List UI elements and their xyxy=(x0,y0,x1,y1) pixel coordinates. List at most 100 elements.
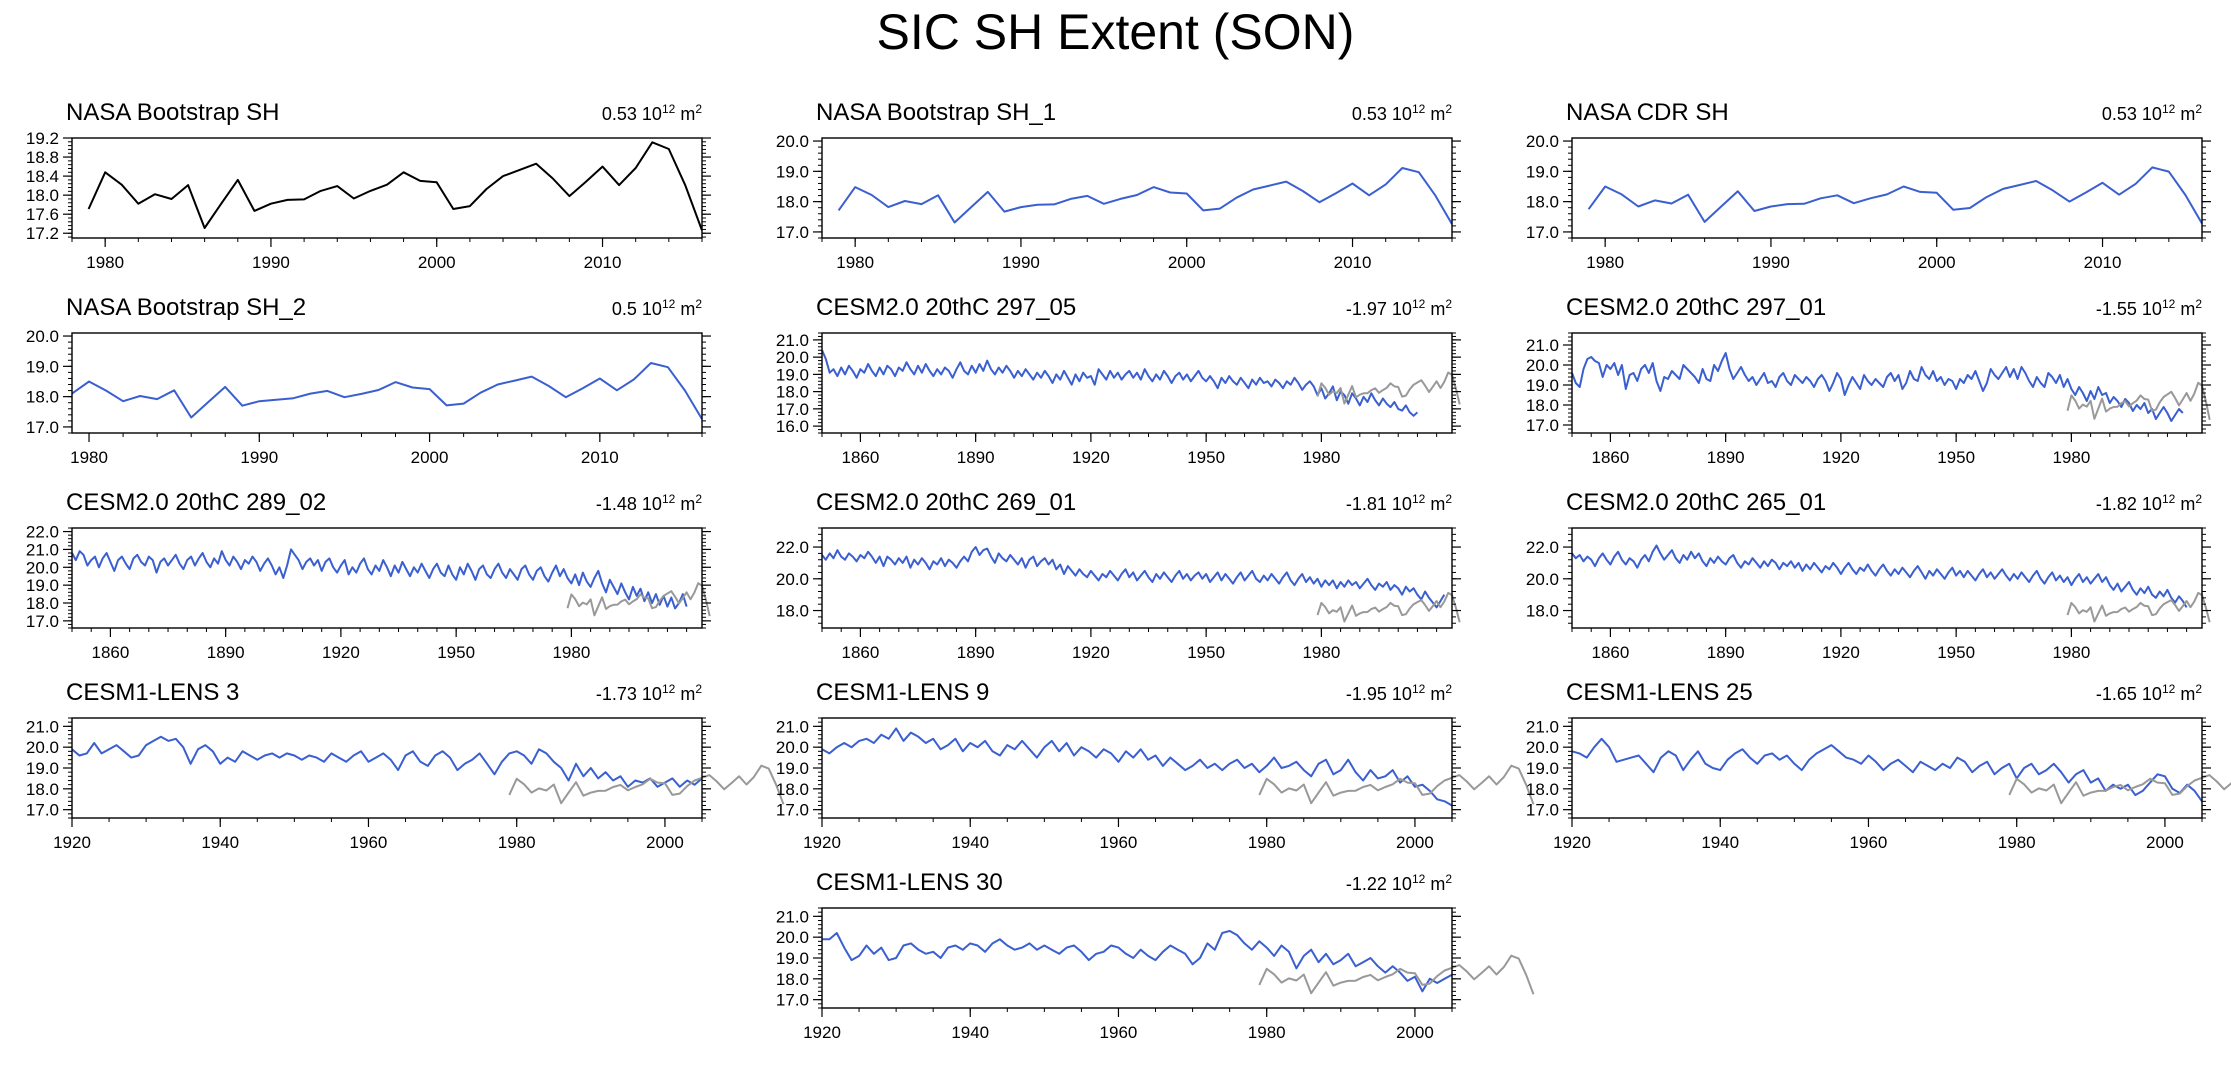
y-tick-label: 19.0 xyxy=(26,357,59,376)
x-tick-label: 1890 xyxy=(1707,448,1745,467)
series-line-obs xyxy=(71,362,703,420)
chart-panel: CESM2.0 20thC 269_01 -1.81 1012 m2 1860 189… xyxy=(776,489,1461,662)
panel-trend: -1.55 1012 m2 xyxy=(2096,297,2202,319)
unit-base: 10 xyxy=(642,494,662,514)
series-line-model xyxy=(1571,544,2188,608)
unit-meter: m xyxy=(675,684,695,704)
x-tick-label: 1960 xyxy=(1850,833,1888,852)
y-tick-label: 21.0 xyxy=(776,331,809,350)
unit-meter: m xyxy=(675,299,695,319)
unit-base: 10 xyxy=(2142,104,2162,124)
unit-meter: m xyxy=(1425,104,1445,124)
x-tick-label: 1980 xyxy=(552,643,590,662)
y-tick-label: 20.0 xyxy=(776,570,809,589)
series-line-model xyxy=(71,735,703,788)
chart-panel: NASA Bootstrap SH_1 0.53 1012 m2 1980 1990 2… xyxy=(776,99,1461,272)
x-tick-label: 1990 xyxy=(1002,253,1040,272)
unit-exponent: 12 xyxy=(662,492,676,506)
y-tick-label: 18.4 xyxy=(26,167,59,186)
trend-value: 0.53 xyxy=(1352,104,1392,124)
plot-frame xyxy=(71,527,703,629)
panel-title: CESM1-LENS 30 xyxy=(816,869,1003,896)
panel-title: NASA Bootstrap SH xyxy=(66,99,279,126)
x-tick-label: 1890 xyxy=(957,643,995,662)
panel-trend: -1.48 1012 m2 xyxy=(596,492,702,514)
x-tick-label: 2010 xyxy=(1334,253,1372,272)
x-tick-label: 1980 xyxy=(1302,448,1340,467)
unit-meter: m xyxy=(2175,684,2195,704)
y-tick-label: 20.0 xyxy=(1526,738,1559,757)
y-tick-label: 18.0 xyxy=(776,602,809,621)
unit-base: 10 xyxy=(2142,684,2162,704)
series-line-obs xyxy=(2008,774,2231,805)
x-tick-label: 1860 xyxy=(92,643,130,662)
unit-exponent: 12 xyxy=(2162,682,2176,696)
y-tick-label: 21.0 xyxy=(26,717,59,736)
y-tick-label: 19.0 xyxy=(776,759,809,778)
panel-trend: 0.53 1012 m2 xyxy=(1352,102,1452,124)
panel-trend: -1.97 1012 m2 xyxy=(1346,297,1452,319)
y-tick-label: 18.8 xyxy=(26,148,59,167)
y-tick-label: 21.0 xyxy=(776,907,809,926)
x-tick-label: 1920 xyxy=(53,833,91,852)
y-tick-label: 18.0 xyxy=(776,780,809,799)
series-line-obs xyxy=(87,141,703,231)
trend-value: -1.55 xyxy=(2096,299,2142,319)
x-tick-label: 1920 xyxy=(1822,643,1860,662)
y-tick-label: 18.0 xyxy=(1526,396,1559,415)
y-tick-label: 19.0 xyxy=(776,162,809,181)
panel-title: CESM1-LENS 3 xyxy=(66,679,239,706)
y-tick-label: 17.6 xyxy=(26,205,59,224)
unit-square: 2 xyxy=(1445,682,1452,696)
chart-panel: CESM1-LENS 25 -1.65 1012 m2 1920 1940 1960 19… xyxy=(1526,679,2231,852)
x-tick-label: 2000 xyxy=(418,253,456,272)
plot-frame xyxy=(821,527,1453,629)
trend-value: -1.95 xyxy=(1346,684,1392,704)
chart-panel: CESM2.0 20thC 297_05 -1.97 1012 m2 1860 189… xyxy=(776,294,1461,467)
unit-meter: m xyxy=(1425,874,1445,894)
series-line-obs xyxy=(508,764,785,805)
unit-exponent: 12 xyxy=(1412,102,1426,116)
x-tick-label: 1990 xyxy=(240,448,278,467)
y-tick-label: 20.0 xyxy=(26,558,59,577)
y-tick-label: 20.0 xyxy=(776,348,809,367)
y-tick-label: 18.0 xyxy=(776,383,809,402)
unit-square: 2 xyxy=(1445,492,1452,506)
y-tick-label: 17.0 xyxy=(776,400,809,419)
x-tick-label: 2010 xyxy=(581,448,619,467)
unit-square: 2 xyxy=(695,102,702,116)
x-tick-label: 1940 xyxy=(1701,833,1739,852)
panel-trend: -1.73 1012 m2 xyxy=(596,682,702,704)
panel-title: CESM2.0 20thC 265_01 xyxy=(1566,489,1826,516)
trend-value: -1.65 xyxy=(2096,684,2142,704)
plot-frame xyxy=(821,717,1453,819)
chart-panel: CESM2.0 20thC 289_02 -1.48 1012 m2 1860 189… xyxy=(26,489,711,662)
plot-frame xyxy=(1571,527,2203,629)
y-tick-label: 18.0 xyxy=(1526,602,1559,621)
y-tick-label: 17.0 xyxy=(1526,416,1559,435)
x-tick-label: 2000 xyxy=(646,833,684,852)
x-tick-label: 1950 xyxy=(437,643,475,662)
unit-exponent: 12 xyxy=(1412,297,1426,311)
x-tick-label: 1960 xyxy=(350,833,388,852)
y-tick-label: 22.0 xyxy=(1526,538,1559,557)
unit-exponent: 12 xyxy=(1412,492,1426,506)
unit-square: 2 xyxy=(695,297,702,311)
y-tick-label: 19.0 xyxy=(26,759,59,778)
y-tick-label: 17.0 xyxy=(26,801,59,820)
unit-base: 10 xyxy=(1392,104,1412,124)
x-tick-label: 1940 xyxy=(201,833,239,852)
x-tick-label: 2000 xyxy=(1396,1023,1434,1042)
unit-base: 10 xyxy=(1392,874,1412,894)
x-tick-label: 1940 xyxy=(951,833,989,852)
trend-value: -1.22 xyxy=(1346,874,1392,894)
figure-title: SIC SH Extent (SON) xyxy=(876,4,1355,60)
trend-value: 0.5 xyxy=(612,299,642,319)
x-tick-label: 1890 xyxy=(1707,643,1745,662)
x-tick-label: 1860 xyxy=(1592,643,1630,662)
series-line-obs xyxy=(837,167,1453,225)
unit-square: 2 xyxy=(2195,492,2202,506)
series-line-obs xyxy=(566,582,711,617)
unit-meter: m xyxy=(1425,494,1445,514)
